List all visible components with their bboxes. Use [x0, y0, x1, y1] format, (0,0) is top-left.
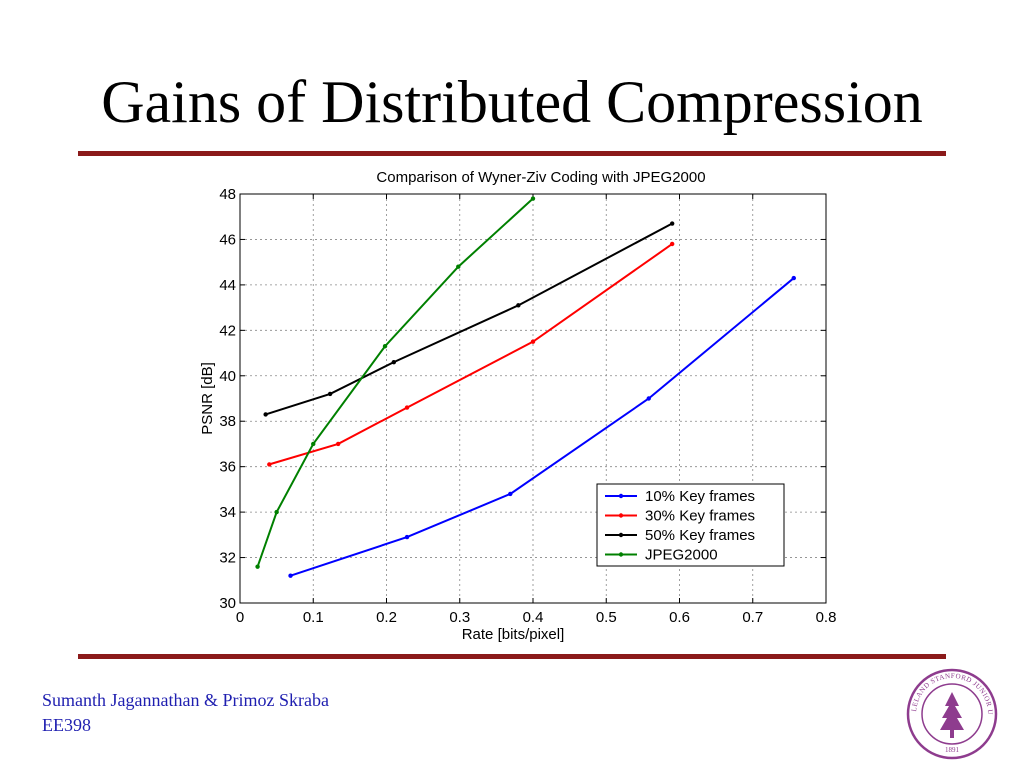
chart-ticks: 0 0.1 0.2 0.3 0.4 0.5 0.6 0.7 0.8 30 32 34 36 38 40 42 4…	[219, 186, 836, 626]
data-point	[327, 391, 333, 397]
data-point	[456, 264, 461, 269]
data-point	[288, 573, 293, 578]
legend-marker	[618, 513, 624, 518]
stanford-seal-icon: LELAND STANFORD JUNIOR UNIVERSITY 1891	[904, 668, 998, 760]
legend-label: 10% Key frames	[645, 488, 755, 505]
legend-box	[596, 483, 785, 567]
y-tick-label: 30	[219, 595, 236, 612]
x-tick-label: 0.6	[669, 609, 690, 626]
svg-text:1891: 1891	[945, 746, 960, 754]
y-tick-label: 48	[219, 186, 236, 203]
y-tick-label: 34	[219, 504, 236, 521]
y-axis-label: PSNR [dB]	[199, 362, 216, 435]
legend-label: 50% Key frames	[645, 527, 755, 544]
series-line-1	[269, 243, 673, 466]
legend-marker	[618, 493, 624, 499]
data-point	[382, 344, 388, 349]
y-tick-label: 44	[219, 277, 236, 294]
x-tick-label: 0.2	[376, 609, 397, 626]
chart-legend: 10% Key frames 30% Key frames 50% Key fram…	[596, 483, 785, 567]
data-point	[311, 441, 316, 447]
legend-label: 30% Key frames	[645, 508, 755, 525]
y-tick-label: 42	[219, 322, 236, 339]
data-point	[669, 221, 675, 226]
data-point	[508, 491, 513, 497]
series-line-2	[265, 222, 673, 416]
x-tick-label: 0.7	[742, 609, 763, 626]
data-point	[274, 509, 279, 515]
y-tick-label: 32	[219, 550, 236, 567]
data-point	[791, 275, 796, 281]
data-point	[669, 241, 675, 247]
data-point	[391, 359, 397, 365]
x-tick-label: 0.1	[303, 609, 324, 626]
slide-title: Gains of Distributed Compression	[101, 69, 923, 135]
legend-label: JPEG2000	[645, 547, 718, 564]
x-tick-label: 0.3	[449, 609, 470, 626]
x-tick-label: 0	[236, 609, 244, 626]
data-point	[404, 405, 410, 410]
footer-authors: Sumanth Jagannathan & Primoz Skraba	[42, 690, 329, 710]
data-point	[267, 462, 272, 467]
data-point	[255, 564, 260, 569]
x-tick-label: 0.4	[523, 609, 544, 626]
y-tick-label: 38	[219, 413, 236, 430]
title-divider	[78, 151, 946, 156]
chart-title: Comparison of Wyner-Ziv Coding with JPEG…	[376, 169, 705, 186]
data-point	[530, 339, 536, 344]
legend-marker	[618, 532, 624, 538]
y-tick-label: 36	[219, 459, 236, 476]
y-tick-label: 46	[219, 231, 236, 248]
data-point	[646, 396, 651, 401]
chart-series	[255, 196, 796, 578]
x-axis-label: Rate [bits/pixel]	[462, 626, 565, 643]
data-point	[516, 303, 521, 308]
footer-divider	[78, 654, 946, 659]
footer-course: EE398	[42, 715, 91, 735]
data-point	[530, 196, 536, 201]
data-point	[404, 534, 410, 540]
data-point	[263, 412, 268, 417]
legend-marker	[618, 552, 624, 557]
y-tick-label: 40	[219, 368, 236, 385]
x-tick-label: 0.8	[816, 609, 837, 626]
x-tick-label: 0.5	[596, 609, 617, 626]
series-line-3	[256, 197, 534, 567]
data-point	[335, 441, 341, 447]
